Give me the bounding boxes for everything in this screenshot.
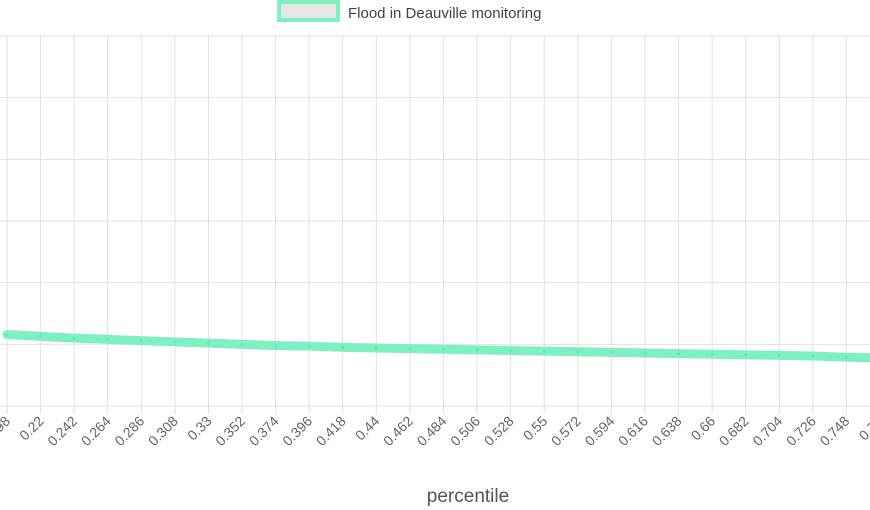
x-tick-label: 0.66 <box>688 413 719 444</box>
x-axis-title: percentile <box>427 486 509 507</box>
x-tick-label: 0.616 <box>615 413 651 449</box>
data-point[interactable] <box>307 344 311 348</box>
x-tick-label: 0.726 <box>783 413 819 449</box>
series-line <box>2 329 870 363</box>
x-tick-label: 0.374 <box>246 413 282 449</box>
data-point[interactable] <box>542 349 546 353</box>
x-tick-label: 0.33 <box>184 413 215 444</box>
data-point[interactable] <box>139 339 143 343</box>
legend[interactable]: Flood in Deauville monitoring <box>277 0 541 22</box>
x-tick-label: 0.704 <box>749 413 785 449</box>
data-point[interactable] <box>475 348 479 352</box>
legend-label: Flood in Deauville monitoring <box>348 5 541 22</box>
x-tick-label: 0.418 <box>313 413 349 449</box>
data-point[interactable] <box>374 346 378 350</box>
data-point[interactable] <box>274 344 278 348</box>
x-tick-label: 0.77 <box>856 413 870 444</box>
x-tick-label: 0.682 <box>716 413 752 449</box>
x-tick-label: 0.528 <box>481 413 517 449</box>
data-point[interactable] <box>677 352 681 356</box>
x-tick-label: 0.55 <box>520 413 551 444</box>
x-tick-label: 0.198 <box>0 413 13 449</box>
x-tick-label: 0.462 <box>380 413 416 449</box>
x-tick-label: 0.44 <box>352 413 383 444</box>
x-tick-label: 0.242 <box>44 413 80 449</box>
x-tick-label: 0.352 <box>212 413 248 449</box>
x-tick-label: 0.506 <box>447 413 483 449</box>
data-point[interactable] <box>106 337 110 341</box>
data-point[interactable] <box>206 341 210 345</box>
x-tick-label: 0.594 <box>581 413 617 449</box>
x-tick-label: 0.638 <box>649 413 685 449</box>
data-point[interactable] <box>173 340 177 344</box>
data-point[interactable] <box>777 353 781 357</box>
data-point[interactable] <box>576 350 580 354</box>
x-tick-label: 0.308 <box>145 413 181 449</box>
series-layer <box>2 329 870 363</box>
data-point[interactable] <box>744 353 748 357</box>
data-point[interactable] <box>643 351 647 355</box>
x-tick-label: 0.484 <box>414 413 450 449</box>
data-point[interactable] <box>844 355 848 359</box>
x-tick-label: 0.264 <box>78 413 114 449</box>
data-point[interactable] <box>72 336 76 340</box>
data-point[interactable] <box>609 350 613 354</box>
x-tick-label: 0.396 <box>279 413 315 449</box>
data-point[interactable] <box>509 349 513 352</box>
data-point[interactable] <box>442 347 445 351</box>
data-point[interactable] <box>39 334 43 338</box>
data-point[interactable] <box>710 352 714 356</box>
data-point[interactable] <box>5 332 9 336</box>
x-tick-label: 0.22 <box>16 413 47 444</box>
data-point[interactable] <box>811 354 815 358</box>
data-point[interactable] <box>341 345 345 349</box>
data-point[interactable] <box>408 347 412 351</box>
legend-swatch <box>277 0 340 22</box>
data-point[interactable] <box>240 342 244 346</box>
x-tick-label: 0.748 <box>816 413 852 449</box>
x-tick-label: 0.286 <box>111 413 147 449</box>
x-tick-label: 0.572 <box>548 413 584 449</box>
